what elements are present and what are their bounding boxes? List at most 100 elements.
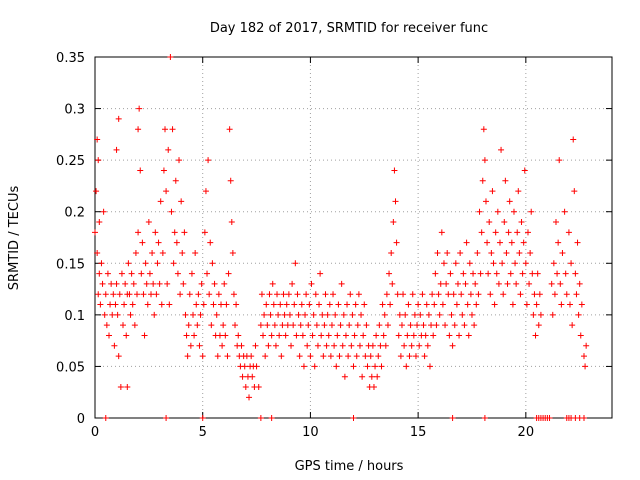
data-point [576,280,583,287]
data-point [186,291,193,298]
data-point [142,260,149,267]
data-point [389,280,396,287]
data-point [359,373,366,380]
data-point [260,332,267,339]
data-point [268,332,275,339]
data-point [577,332,584,339]
data-point [323,342,330,349]
data-point [95,291,102,298]
data-point [153,291,160,298]
data-point [500,291,507,298]
data-point [549,311,556,318]
data-point [312,291,319,298]
data-point [169,126,176,133]
data-point [96,219,103,226]
data-point [201,229,208,236]
data-point [125,260,132,267]
data-point [220,322,227,329]
data-point [248,353,255,360]
data-point [282,332,289,339]
data-point [572,270,579,277]
data-point [398,322,405,329]
data-point [436,311,443,318]
data-point [449,415,456,421]
data-point [350,415,357,421]
data-point [506,198,513,205]
data-point [474,249,481,256]
data-point [407,322,414,329]
data-point [479,177,486,184]
data-point [405,301,412,308]
data-point [523,301,530,308]
data-point [356,342,363,349]
data-point [277,301,284,308]
data-point [517,291,524,298]
data-point [117,384,124,391]
data-point [268,415,275,421]
data-point [198,280,205,287]
data-point [308,280,315,287]
data-point [136,105,143,112]
data-point [546,415,553,421]
data-point [202,188,209,195]
data-point [327,353,334,360]
data-point [295,311,302,318]
data-point [388,249,395,256]
data-point [557,280,564,287]
data-point [583,342,590,349]
data-point [530,311,537,318]
data-point [415,301,422,308]
data-point [505,229,512,236]
data-point [536,291,543,298]
data-point [537,311,544,318]
data-point [157,198,164,205]
x-tick-label: 15 [410,425,427,440]
data-point [489,188,496,195]
data-point [377,342,384,349]
data-point [211,280,218,287]
data-point [108,280,115,287]
data-point [471,322,478,329]
data-point [341,373,348,380]
data-point [484,239,491,246]
data-point [336,353,343,360]
data-point [351,332,358,339]
data-point [272,342,279,349]
data-point [522,260,529,267]
data-point [347,291,354,298]
data-point [326,301,333,308]
data-point [420,322,427,329]
data-point [120,322,127,329]
data-point [467,291,474,298]
data-point [123,332,130,339]
data-point [344,301,351,308]
data-point [179,249,186,256]
data-point [100,208,107,215]
data-point [394,291,401,298]
data-point [109,311,116,318]
data-point [531,291,538,298]
data-point [578,301,585,308]
data-point [551,291,558,298]
data-point [565,229,572,236]
data-point [376,322,383,329]
data-point [569,322,576,329]
data-point [143,280,150,287]
x-tick-label: 10 [302,425,319,440]
data-point [252,342,259,349]
data-point [498,146,505,153]
data-point [447,270,454,277]
data-point [518,219,525,226]
data-point [284,322,291,329]
data-point [548,280,555,287]
data-point [391,167,398,174]
data-point [253,363,260,370]
data-point [177,291,184,298]
data-point [355,291,362,298]
data-point [510,208,517,215]
data-point [456,332,463,339]
data-point [494,208,501,215]
data-point [381,311,388,318]
data-point [265,342,272,349]
data-point [352,301,359,308]
